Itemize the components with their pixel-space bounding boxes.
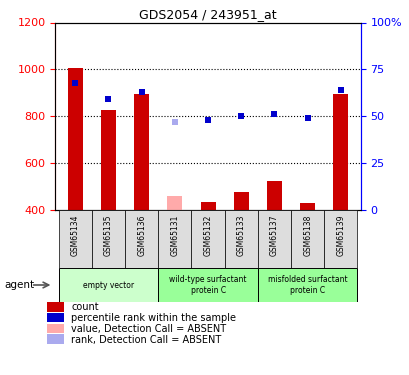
Bar bbox=[92, 210, 125, 268]
Bar bbox=[233, 192, 248, 210]
Bar bbox=[224, 210, 257, 268]
Bar bbox=[58, 268, 158, 302]
Text: GSM65131: GSM65131 bbox=[170, 214, 179, 256]
Text: misfolded surfactant
protein C: misfolded surfactant protein C bbox=[267, 275, 347, 295]
Text: GSM65134: GSM65134 bbox=[71, 214, 80, 256]
Bar bbox=[191, 210, 224, 268]
Text: value, Detection Call = ABSENT: value, Detection Call = ABSENT bbox=[71, 324, 226, 334]
Bar bbox=[47, 302, 64, 312]
Bar bbox=[47, 334, 64, 344]
Text: GSM65136: GSM65136 bbox=[137, 214, 146, 256]
Text: GSM65138: GSM65138 bbox=[302, 214, 311, 256]
Bar bbox=[333, 93, 348, 210]
Bar bbox=[67, 68, 83, 210]
Bar bbox=[257, 268, 357, 302]
Bar bbox=[101, 110, 116, 210]
Title: GDS2054 / 243951_at: GDS2054 / 243951_at bbox=[139, 8, 276, 21]
Bar bbox=[158, 210, 191, 268]
Bar bbox=[47, 313, 64, 322]
Bar bbox=[47, 324, 64, 333]
Text: count: count bbox=[71, 302, 99, 312]
Bar bbox=[158, 268, 257, 302]
Text: GSM65137: GSM65137 bbox=[269, 214, 278, 256]
Text: wild-type surfactant
protein C: wild-type surfactant protein C bbox=[169, 275, 246, 295]
Text: percentile rank within the sample: percentile rank within the sample bbox=[71, 313, 236, 323]
Text: GSM65133: GSM65133 bbox=[236, 214, 245, 256]
Text: empty vector: empty vector bbox=[83, 280, 134, 290]
Bar bbox=[125, 210, 158, 268]
Bar bbox=[167, 196, 182, 210]
Text: GSM65135: GSM65135 bbox=[104, 214, 113, 256]
Bar bbox=[290, 210, 324, 268]
Bar bbox=[324, 210, 357, 268]
Text: rank, Detection Call = ABSENT: rank, Detection Call = ABSENT bbox=[71, 334, 221, 345]
Bar bbox=[257, 210, 290, 268]
Text: GSM65132: GSM65132 bbox=[203, 214, 212, 256]
Bar bbox=[200, 202, 215, 210]
Text: GSM65139: GSM65139 bbox=[335, 214, 344, 256]
Bar bbox=[58, 210, 92, 268]
Bar bbox=[266, 181, 281, 210]
Bar bbox=[134, 93, 149, 210]
Text: agent: agent bbox=[4, 280, 34, 290]
Bar bbox=[299, 202, 315, 210]
